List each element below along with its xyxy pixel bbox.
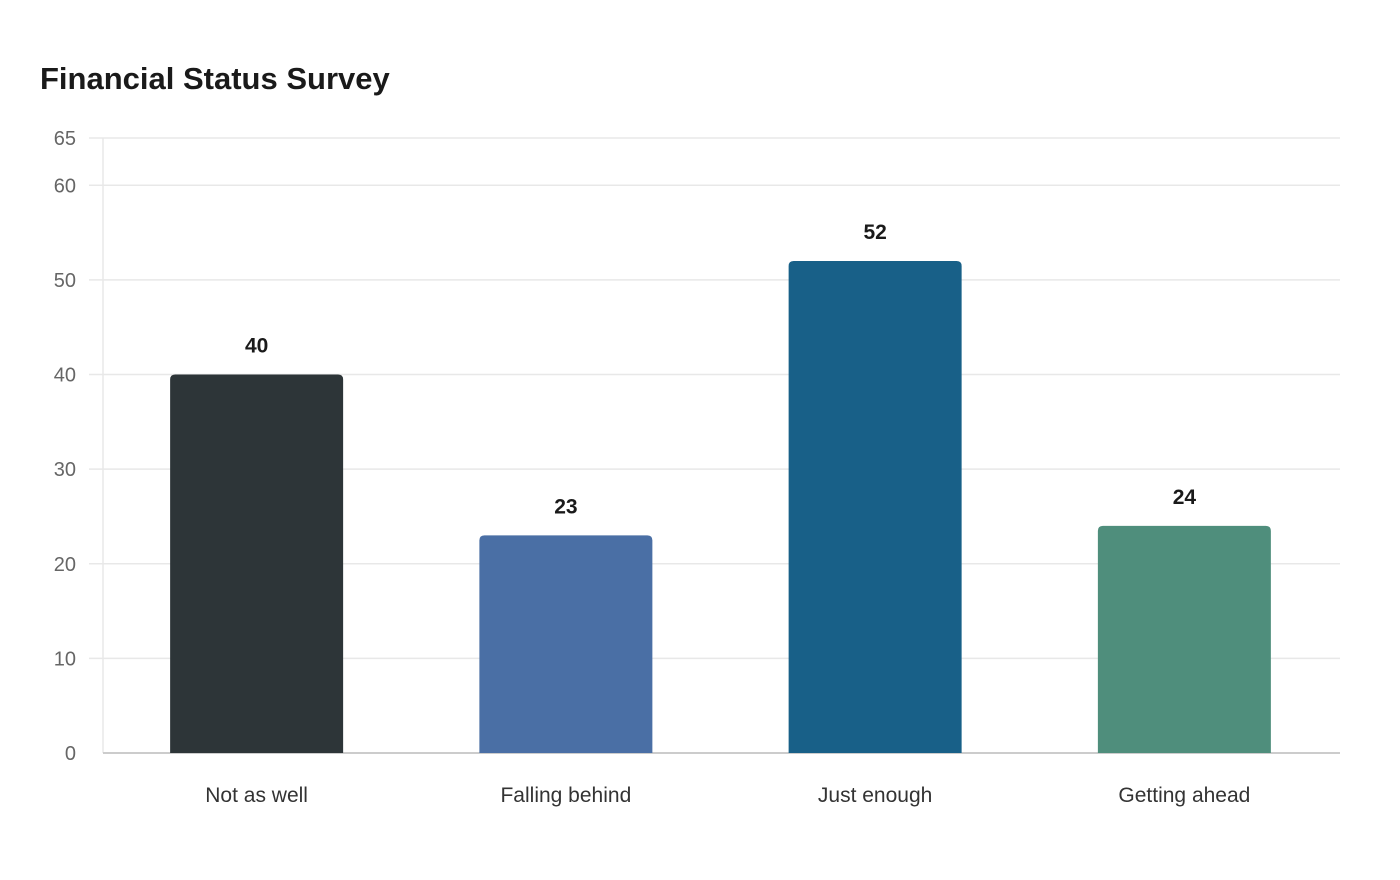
value-labels: 40 23 52 24 xyxy=(245,221,1196,518)
bar-falling-behind xyxy=(479,535,653,753)
y-tick-label: 40 xyxy=(54,365,76,387)
x-category-label: Not as well xyxy=(205,784,308,807)
y-tick-label: 20 xyxy=(54,554,76,576)
y-tick-label: 10 xyxy=(54,648,76,670)
y-tick-label: 30 xyxy=(54,459,76,481)
y-tick-label: 0 xyxy=(65,743,76,765)
bar-value-label: 40 xyxy=(245,335,268,358)
bars xyxy=(170,261,1271,753)
x-category-label: Just enough xyxy=(818,784,932,807)
y-tick-label: 60 xyxy=(54,175,76,197)
bar-just-enough xyxy=(788,261,962,753)
bar-value-label: 24 xyxy=(1173,486,1197,509)
y-tick-labels: 0 10 20 30 40 50 60 65 xyxy=(54,128,76,765)
category-labels: Not as well Falling behind Just enough Gett… xyxy=(205,784,1250,807)
bar-value-label: 23 xyxy=(554,495,577,518)
y-tick-label: 50 xyxy=(54,270,76,292)
bar-getting-ahead xyxy=(1097,525,1271,753)
bar-value-label: 52 xyxy=(863,221,886,244)
bar-not-as-well xyxy=(170,374,344,753)
chart-title: Financial Status Survey xyxy=(40,61,390,96)
x-category-label: Getting ahead xyxy=(1118,784,1250,807)
y-tick-label: 65 xyxy=(54,128,76,150)
x-category-label: Falling behind xyxy=(500,784,631,807)
